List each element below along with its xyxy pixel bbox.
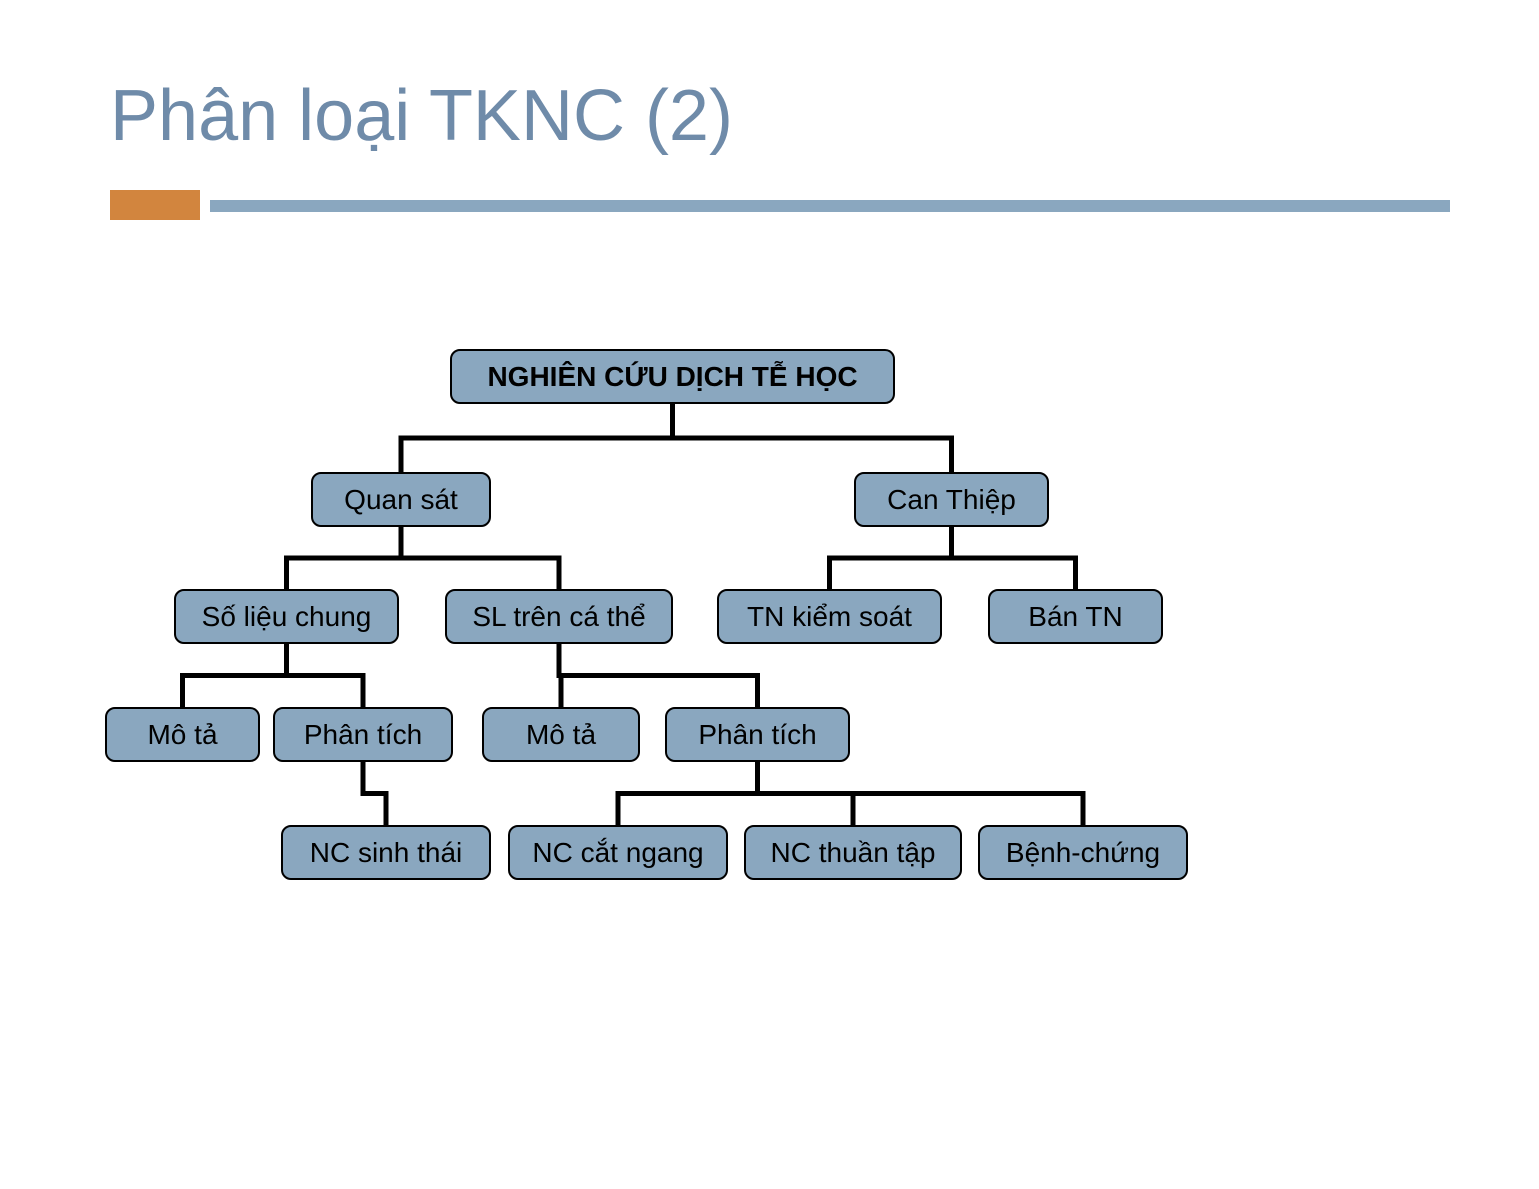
tree-node-root: NGHIÊN CỨU DỊCH TỄ HỌC <box>450 349 895 404</box>
tree-node-mt2: Mô tả <box>482 707 640 762</box>
tree-node-tnks: TN kiểm soát <box>717 589 942 644</box>
tree-node-ct: Can Thiệp <box>854 472 1049 527</box>
tree-node-pt1: Phân tích <box>273 707 453 762</box>
slide: Phân loại TKNC (2) NGHIÊN CỨU DỊCH TỄ HỌ… <box>0 0 1539 1189</box>
tree-node-mt1: Mô tả <box>105 707 260 762</box>
tree-node-qs: Quan sát <box>311 472 491 527</box>
tree-node-bc: Bệnh-chứng <box>978 825 1188 880</box>
tree-node-slc: Số liệu chung <box>174 589 399 644</box>
tree-node-btn: Bán TN <box>988 589 1163 644</box>
tree-node-ncst: NC sinh thái <box>281 825 491 880</box>
tree-node-nctt: NC thuần tập <box>744 825 962 880</box>
tree-node-nccn: NC cắt ngang <box>508 825 728 880</box>
tree-node-pt2: Phân tích <box>665 707 850 762</box>
tree-node-slct: SL trên cá thể <box>445 589 673 644</box>
